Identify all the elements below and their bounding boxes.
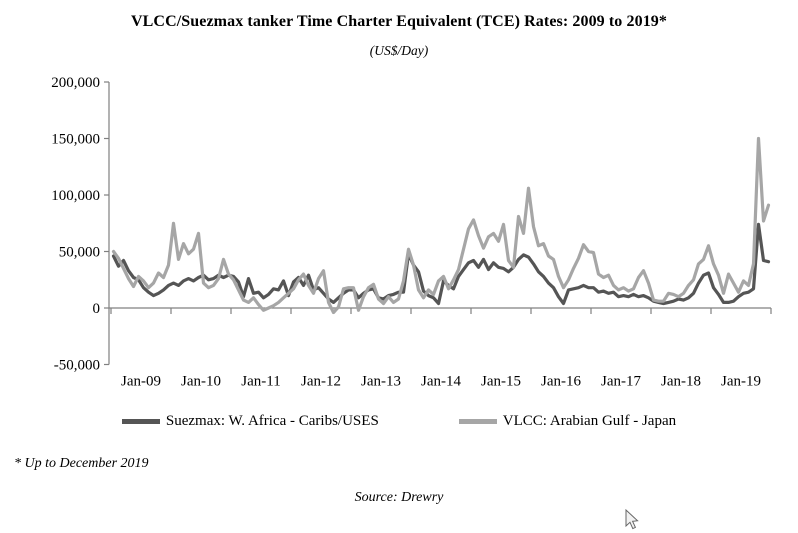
x-axis-label: Jan-12: [301, 374, 341, 390]
x-axis-label: Jan-13: [361, 374, 401, 390]
legend-label-suezmax: Suezmax: W. Africa - Caribs/USES: [165, 413, 379, 429]
mouse-cursor-icon: [625, 509, 639, 530]
series-line-suezmax: [111, 222, 771, 306]
x-axis-label: Jan-09: [121, 374, 161, 390]
y-axis-label: 50,000: [59, 245, 100, 261]
x-axis-label: Jan-17: [601, 374, 641, 390]
y-axis-label: 150,000: [51, 132, 100, 148]
y-axis-label: 200,000: [51, 75, 100, 91]
x-axis-label: Jan-18: [661, 374, 701, 390]
chart-title: VLCC/Suezmax tanker Time Charter Equival…: [130, 13, 668, 30]
y-axis-label: 100,000: [51, 188, 100, 204]
source-credit: Source: Drewry: [354, 490, 444, 505]
y-axis-label: -50,000: [54, 358, 100, 374]
x-axis-label: Jan-15: [481, 374, 521, 390]
vlcc-line-swatch-icon: [458, 419, 497, 424]
suezmax-line-swatch-icon: [121, 419, 160, 424]
x-axis-label: Jan-19: [721, 374, 761, 390]
footnote: * Up to December 2019: [14, 456, 149, 471]
line-chart-plot: 200,000 150,000 100,000 50,000 0 -50,000 Jan-0…: [51, 75, 772, 390]
x-axis-label: Jan-14: [421, 374, 461, 390]
series-line-vlcc: [111, 136, 771, 315]
legend-label-vlcc: VLCC: Arabian Gulf - Japan: [502, 413, 677, 429]
chart-subtitle: (US$/Day): [369, 43, 429, 58]
y-axis-label: 0: [93, 301, 101, 317]
x-axis-label: Jan-11: [241, 374, 280, 390]
legend-item-suezmax: Suezmax: W. Africa - Caribs/USES: [121, 413, 379, 430]
x-axis-label: Jan-16: [541, 374, 581, 390]
legend: Suezmax: W. Africa - Caribs/USES VLCC: A…: [0, 413, 798, 430]
legend-item-vlcc: VLCC: Arabian Gulf - Japan: [458, 413, 677, 430]
x-axis-label: Jan-10: [181, 374, 221, 390]
